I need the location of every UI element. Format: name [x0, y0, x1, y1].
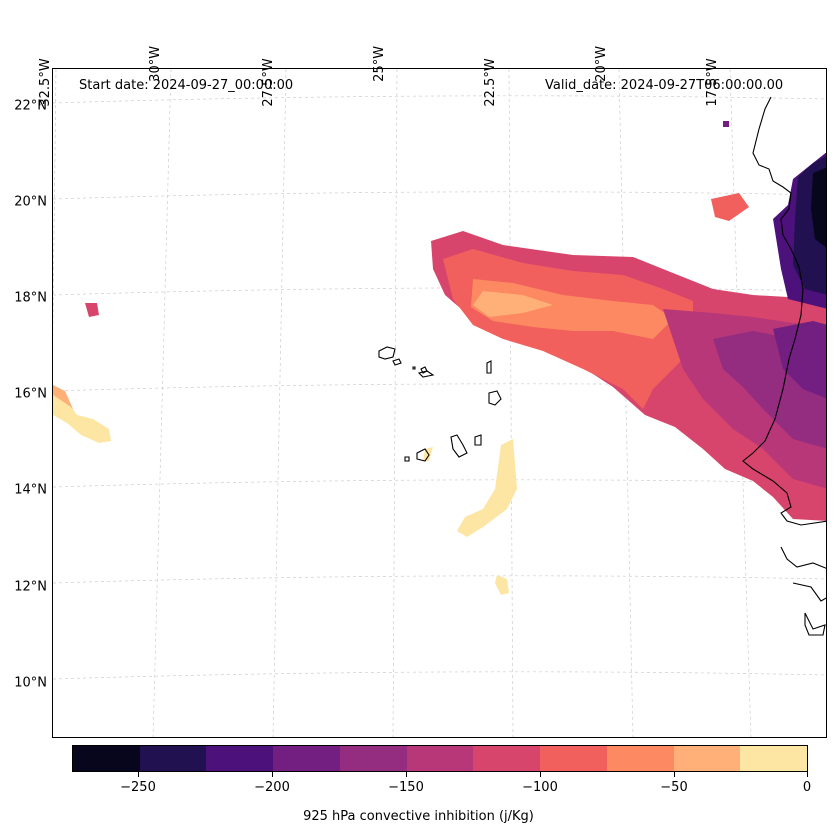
cin-patch-tiny: [723, 121, 729, 127]
lon-label-20w: 20°W: [594, 45, 609, 82]
cin-contours: [53, 121, 826, 595]
cin-plume-orange: [471, 279, 673, 339]
colorbar-tick: [807, 772, 808, 777]
cin-patch-west: [85, 303, 99, 317]
lon-label-30w: 30°W: [148, 45, 163, 82]
lat-label-18n: 18°N: [14, 290, 47, 306]
cv-santiago: [450, 434, 468, 458]
colorbar-bin: [206, 746, 274, 771]
colorbar-ticklabel-0: 0: [802, 780, 812, 795]
lon-label-32-5w: 32.5°W: [38, 58, 53, 107]
graticule: [53, 69, 826, 737]
cin-patch-north: [711, 193, 749, 221]
lat-label-20n: 20°N: [14, 194, 47, 210]
cv-santo-antao: [378, 346, 396, 360]
cin-patch-westcream: [53, 395, 111, 443]
cin-plume-pale: [473, 291, 553, 317]
lat-label-10n: 10°N: [14, 675, 47, 691]
colorbar-ticklabel-neg50: −50: [660, 780, 688, 795]
coastlines: [378, 96, 826, 636]
colorbar-label: 925 hPa convective inhibition (j/Kg): [303, 809, 534, 824]
lat-label-16n: 16°N: [14, 386, 47, 402]
colorbar-ticklabel-neg200: −200: [254, 780, 290, 795]
cv-brava: [404, 456, 410, 462]
cv-maio: [474, 434, 482, 446]
colorbar-bin: [406, 746, 474, 771]
cv-sal: [486, 360, 492, 374]
colorbar-bin: [273, 746, 340, 771]
cv-boavista: [488, 390, 502, 406]
colorbar-ticklabel-neg150: −150: [388, 780, 424, 795]
lat-label-14n: 14°N: [14, 482, 47, 498]
lon-label-27-5w: 27.5°W: [261, 58, 276, 107]
colorbar-bin: [473, 746, 541, 771]
cin-plume-violet: [773, 321, 826, 399]
colorbar-tick: [272, 772, 273, 777]
map-canvas: [53, 69, 826, 737]
lon-label-25w: 25°W: [372, 45, 387, 82]
colorbar-bin: [139, 746, 207, 771]
colorbar-ticklabel-neg250: −250: [120, 780, 156, 795]
lon-label-17-5w: 17.5°W: [705, 58, 720, 107]
colorbar-tick: [540, 772, 541, 777]
africa-coastline: [742, 96, 826, 526]
cv-islet: [420, 366, 428, 374]
colorbar-bin: [740, 746, 808, 771]
valid-date-text: Valid_date: 2024-09-27T06:00:00.00: [545, 78, 784, 93]
lat-label-12n: 12°N: [14, 579, 47, 595]
colorbar-bin: [606, 746, 674, 771]
colorbar-bin: [339, 746, 407, 771]
lon-label-22-5w: 22.5°W: [483, 58, 498, 107]
cin-streak-south: [457, 439, 517, 537]
colorbar: [72, 745, 808, 772]
map-panel: [52, 68, 827, 738]
colorbar-tick: [138, 772, 139, 777]
cv-fogo: [416, 448, 430, 462]
lat-label-22n: 22°N: [14, 98, 47, 114]
colorbar-bin: [540, 746, 607, 771]
colorbar-bin: [73, 746, 140, 771]
cv-sao-vicente: [392, 358, 402, 366]
colorbar-tick: [406, 772, 407, 777]
cin-coast-darkest: [811, 167, 826, 248]
cv-sao-nicolau: [417, 370, 435, 378]
start-date-text: Start date: 2024-09-27_00:00:00: [79, 78, 294, 93]
cv-islet2: [412, 366, 416, 370]
colorbar-tick: [674, 772, 675, 777]
colorbar-bin: [673, 746, 741, 771]
colorbar-ticklabel-neg100: −100: [522, 780, 558, 795]
cin-patch-bottom: [495, 575, 509, 595]
coast-south: [780, 546, 826, 636]
